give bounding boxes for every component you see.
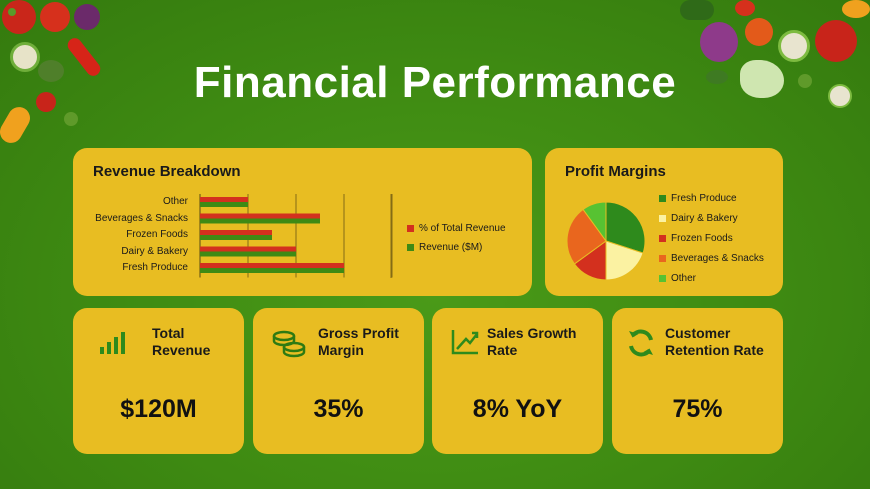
revenue-bar-chart	[199, 194, 393, 278]
category-label: Fresh Produce	[122, 262, 188, 273]
kpi-card-sales-growth-rate: Sales Growth Rate 8% YoY	[432, 308, 603, 454]
kpi-value: $120M	[120, 395, 197, 423]
bar-revenue	[200, 235, 272, 240]
profit-pie-chart	[566, 201, 646, 281]
kpi-label: Gross Profit Margin	[318, 325, 399, 359]
kpi-label-line1: Customer	[665, 325, 731, 341]
kpi-label-line1: Total	[152, 325, 185, 341]
legend-label: Dairy & Bakery	[671, 213, 738, 224]
legend-item-revenue: Revenue ($M)	[407, 242, 482, 253]
kpi-value: 8% YoY	[472, 395, 563, 423]
kpi-label-line2: Revenue	[152, 342, 211, 358]
kpi-card-customer-retention-rate: Customer Retention Rate 75%	[612, 308, 783, 454]
bar-chart-icon	[100, 332, 125, 354]
legend-label: Revenue ($M)	[419, 242, 483, 253]
legend-label: Other	[671, 273, 697, 284]
pie-legend-item: Dairy & Bakery	[659, 213, 738, 224]
bar-percent	[200, 213, 320, 219]
legend-label: Beverages & Snacks	[671, 253, 764, 264]
bar-percent	[200, 230, 272, 235]
legend-label: Fresh Produce	[671, 193, 737, 204]
pie-slice	[566, 208, 607, 265]
kpi-label-line1: Gross Profit	[318, 325, 399, 341]
profit-margins-title: Profit Margins	[565, 163, 666, 180]
pie-slice	[582, 201, 607, 243]
bar-revenue	[200, 218, 320, 224]
category-label: Beverages & Snacks	[95, 212, 188, 224]
legend-swatch	[659, 235, 666, 242]
category-label: Other	[162, 196, 188, 207]
kpi-label-line2: Retention Rate	[665, 342, 764, 358]
pie-legend-item: Fresh Produce	[659, 193, 737, 204]
legend-swatch	[659, 195, 666, 202]
kpi-value: 75%	[672, 395, 723, 423]
legend-swatch	[659, 255, 666, 262]
kpi-value: 35%	[313, 395, 364, 423]
legend-label: % of Total Revenue	[419, 223, 506, 234]
kpi-label: Customer Retention Rate	[665, 325, 764, 359]
legend-swatch	[659, 215, 666, 222]
trend-line-icon	[451, 330, 479, 355]
slide-title: Financial Performance	[193, 58, 677, 107]
legend-swatch	[407, 244, 414, 251]
kpi-label-line1: Sales Growth	[487, 325, 577, 341]
kpi-label-line2: Margin	[318, 342, 364, 358]
category-label: Frozen Foods	[126, 229, 188, 240]
kpi-card-total-revenue: Total Revenue $120M	[73, 308, 244, 454]
legend-label: Frozen Foods	[671, 233, 733, 244]
legend-swatch	[407, 225, 414, 232]
pie-legend-item: Frozen Foods	[659, 233, 733, 244]
category-label: Dairy & Bakery	[121, 245, 188, 257]
bar-revenue	[200, 251, 296, 257]
bar-percent	[200, 197, 248, 202]
bar-percent	[200, 263, 344, 268]
pie-slice	[605, 240, 644, 281]
kpi-card-gross-profit-margin: Gross Profit Margin 35%	[253, 308, 424, 454]
bar-percent	[200, 246, 296, 252]
kpi-label: Total Revenue	[152, 325, 210, 359]
revenue-breakdown-title: Revenue Breakdown	[93, 163, 241, 180]
refresh-icon	[629, 329, 653, 357]
revenue-breakdown-card: Revenue Breakdown Other Beverages & Snack…	[73, 148, 532, 296]
pie-legend-item: Other	[659, 273, 696, 284]
pie-slice	[605, 201, 646, 254]
coins-icon	[272, 330, 306, 358]
profit-margins-card: Profit Margins Fresh Produce Dairy & Bake…	[545, 148, 783, 296]
bar-revenue	[200, 268, 344, 273]
legend-item-percent: % of Total Revenue	[407, 223, 506, 234]
bar-revenue	[200, 202, 248, 207]
kpi-label-line2: Rate	[487, 342, 518, 358]
pie-legend-item: Beverages & Snacks	[659, 253, 764, 264]
legend-swatch	[659, 275, 666, 282]
kpi-label: Sales Growth Rate	[487, 325, 576, 359]
